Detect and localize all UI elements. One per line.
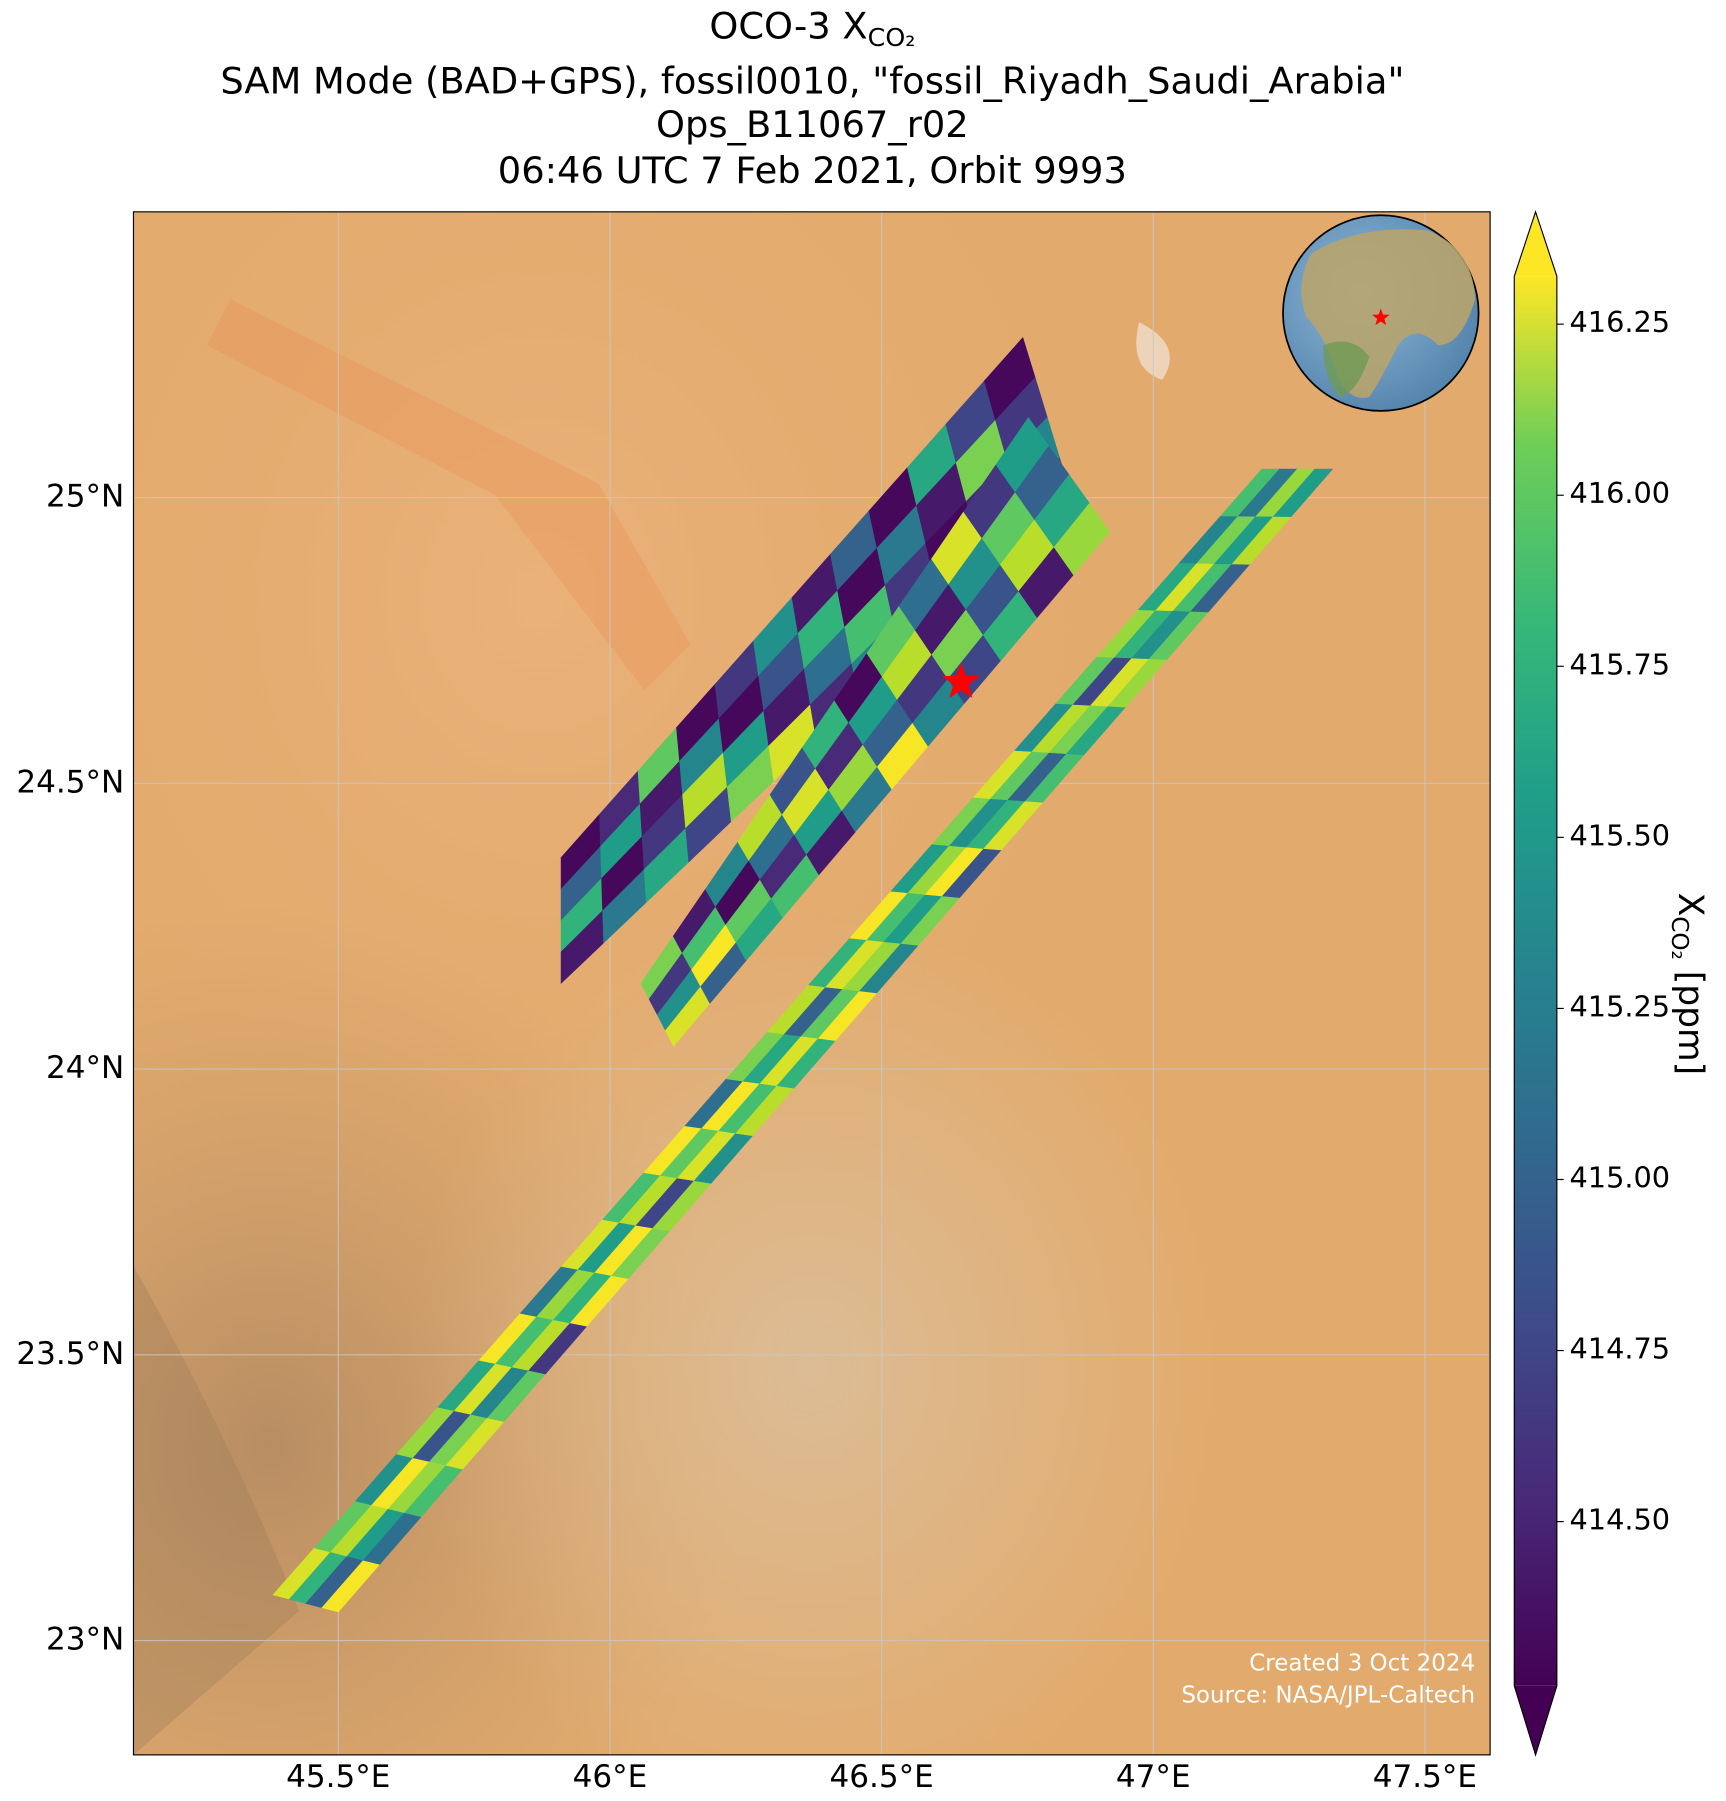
target-star xyxy=(942,662,980,698)
y-tick-label: 24.5°N xyxy=(16,764,124,800)
subtitle: Ops_B11067_r02 xyxy=(656,103,969,146)
escarpment xyxy=(133,1265,300,1755)
colorbar-tick-label: 415.75 xyxy=(1570,647,1671,681)
colorbar-tick-label: 414.50 xyxy=(1570,1503,1671,1537)
dunes xyxy=(207,299,691,691)
colorbar-tick-label: 414.75 xyxy=(1570,1332,1671,1366)
grid xyxy=(133,211,1491,1755)
colorbar-tick-label: 416.25 xyxy=(1570,305,1671,339)
colorbar-tick-label: 415.25 xyxy=(1570,989,1671,1023)
y-tick-label: 25°N xyxy=(46,479,124,515)
title-text: OCO-3 X xyxy=(709,4,867,47)
vegetation xyxy=(1323,341,1370,398)
globe-star xyxy=(1372,308,1390,326)
plot-frame xyxy=(132,211,1491,1756)
colorbar-tick-label: 416.00 xyxy=(1570,476,1671,510)
colorbar-tick-label: 415.50 xyxy=(1570,818,1671,852)
y-tick-label: 23.5°N xyxy=(16,1336,124,1372)
x-tick-label: 46.5°E xyxy=(829,1759,933,1795)
xco2-cell xyxy=(1272,468,1334,517)
subtitle: 06:46 UTC 7 Feb 2021, Orbit 9993 xyxy=(498,149,1127,192)
x-tick-label: 47°E xyxy=(1116,1759,1191,1795)
colorbar-extend-max xyxy=(1514,211,1557,277)
subtitle: SAM Mode (BAD+GPS), fossil0010, "fossil_… xyxy=(220,59,1404,102)
credit: Source: NASA/JPL-Caltech xyxy=(1181,1683,1475,1709)
x-tick-label: 47.5°E xyxy=(1373,1759,1477,1795)
colorbar-unit: [ppm] xyxy=(1671,960,1711,1075)
colorbar-frame xyxy=(1513,209,1558,1757)
xco2-cell xyxy=(1053,502,1111,576)
colorbar-symbol: X xyxy=(1671,893,1711,917)
x-tick-label: 46°E xyxy=(573,1759,648,1795)
colorbar-extend-min xyxy=(1514,1685,1557,1755)
colorbar-body xyxy=(1514,276,1557,1686)
colorbar-subscript: CO₂ xyxy=(1666,916,1692,959)
swaths xyxy=(272,337,1334,1613)
credit: Created 3 Oct 2024 xyxy=(1249,1650,1475,1676)
title: OCO-3 XCO₂ xyxy=(709,4,915,52)
colorbar-label: XCO₂ [ppm] xyxy=(1666,893,1710,1075)
colorbar-tick-label: 415.00 xyxy=(1570,1160,1671,1194)
y-tick-label: 23°N xyxy=(46,1622,124,1658)
x-tick-label: 45.5°E xyxy=(286,1759,390,1795)
y-tick-label: 24°N xyxy=(46,1050,124,1086)
colorbar: 414.50 414.75 415.00 415.25 415.50 415.75 416.… xyxy=(1513,209,1671,1757)
title-subscript: CO₂ xyxy=(868,23,916,52)
